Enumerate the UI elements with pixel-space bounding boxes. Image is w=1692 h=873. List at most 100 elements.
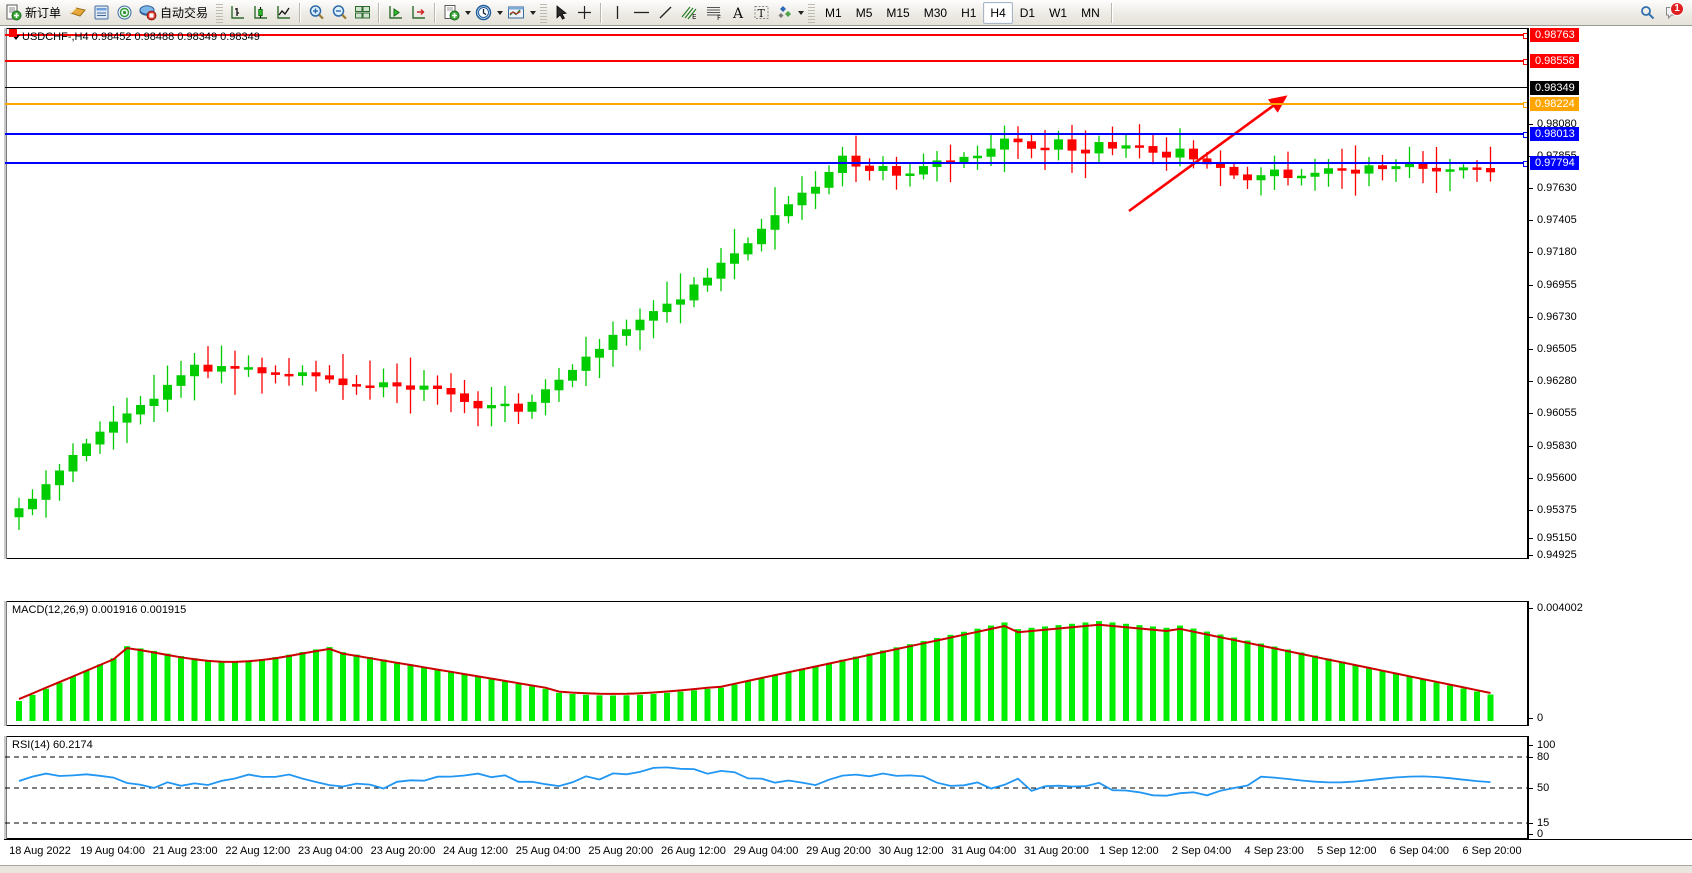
tile-windows-icon [354, 4, 371, 21]
vertical-line-icon [609, 4, 626, 21]
shapes-dropdown-arrow[interactable] [796, 3, 805, 23]
rsi-series [5, 756, 1527, 824]
market-watch-button[interactable] [113, 2, 136, 24]
fibonacci-button[interactable]: F [702, 2, 727, 24]
text-label-button[interactable]: T [750, 2, 773, 24]
templates-dropdown-arrow[interactable] [528, 3, 537, 23]
trend-arrow-annotation[interactable] [5, 29, 1527, 558]
shapes-button[interactable] [773, 2, 796, 24]
resistance-line-2[interactable] [5, 33, 1527, 39]
zoom-out-button[interactable] [328, 2, 351, 24]
crosshair-button[interactable] [573, 2, 596, 24]
data-window-button[interactable] [90, 2, 113, 24]
shapes-icon [776, 4, 793, 21]
vertical-line-button[interactable] [606, 2, 629, 24]
toolbar-right-group: 1 [1636, 1, 1690, 24]
price-tick: 0.95830 [1529, 440, 1577, 452]
line-handle[interactable] [1523, 33, 1527, 39]
support-line-1[interactable] [5, 132, 1527, 138]
horizontal-line-icon [632, 4, 651, 21]
svg-text:T: T [758, 7, 766, 20]
line-handle[interactable] [1523, 132, 1527, 138]
toolbar-grip-3[interactable] [808, 2, 816, 23]
text-icon: A [730, 4, 747, 21]
cursor-icon [553, 4, 570, 21]
new-chart-dropdown-arrow[interactable] [463, 3, 472, 23]
timeframe-m1[interactable]: M1 [825, 5, 842, 20]
clock-icon [475, 4, 492, 21]
text-button[interactable]: A [727, 2, 750, 24]
macd-indicator-panel[interactable]: MACD(12,26,9) 0.001916 0.001915 [4, 601, 1528, 726]
price-axis[interactable]: 0.980800.978550.976300.974050.971800.969… [1528, 28, 1692, 561]
support-line-2[interactable] [5, 161, 1527, 167]
zoom-in-button[interactable] [305, 2, 328, 24]
rsi-panel-inner [5, 737, 1527, 838]
price-tick: 0.97180 [1529, 246, 1577, 258]
candlestick-chart-icon [252, 4, 269, 21]
timeframe-w1[interactable]: W1 [1049, 5, 1068, 20]
notification-badge: 1 [1670, 1, 1684, 16]
new-chart-button[interactable] [440, 2, 463, 24]
current-price-line [5, 87, 1527, 88]
price-tag-pivot: 0.98224 [1530, 97, 1579, 111]
chart-shift-button[interactable] [384, 2, 407, 24]
toolbar-grip-2[interactable] [540, 2, 548, 23]
line-handle[interactable] [1523, 102, 1527, 108]
trendline-icon [657, 4, 674, 21]
auto-trading-button[interactable]: 自动交易 [136, 2, 213, 24]
period-dropdown-arrow[interactable] [495, 3, 504, 23]
macd-panel-inner [5, 602, 1527, 725]
timeframe-m30[interactable]: M30 [923, 5, 948, 20]
timeframe-d1[interactable]: D1 [1019, 5, 1036, 20]
macd-axis: 0.004002 0 [1528, 601, 1692, 726]
zoom-in-icon [308, 4, 325, 21]
price-tick: 0.94925 [1529, 549, 1577, 561]
rsi-indicator-panel[interactable]: RSI(14) 60.2174 [4, 736, 1528, 839]
horizontal-line-button[interactable] [629, 2, 654, 24]
price-tick: 0.96505 [1529, 343, 1577, 355]
chart-menu-caret-icon[interactable] [12, 35, 20, 40]
tile-windows-button[interactable] [351, 2, 374, 24]
bar-chart-button[interactable] [226, 2, 249, 24]
timeframe-mn[interactable]: MN [1081, 5, 1100, 20]
trendline-button[interactable] [654, 2, 677, 24]
data-window-icon [93, 4, 110, 21]
line-chart-button[interactable] [272, 2, 295, 24]
price-tick: 0.96280 [1529, 375, 1577, 387]
candlestick-chart-button[interactable] [249, 2, 272, 24]
cursor-button[interactable] [550, 2, 573, 24]
auto-scroll-button[interactable] [407, 2, 430, 24]
timeframe-m5[interactable]: M5 [855, 5, 873, 20]
resistance-line-1[interactable] [5, 59, 1527, 65]
main-toolbar: 新订单 [0, 0, 1692, 26]
notifications-button[interactable]: 1 [1661, 1, 1684, 24]
svg-text:F: F [717, 14, 721, 21]
line-handle[interactable] [1523, 59, 1527, 65]
expert-advisor-button[interactable] [66, 2, 90, 24]
timeframe-h1[interactable]: H1 [961, 5, 977, 20]
price-chart-panel[interactable]: USDCHF-,H4 0.98452 0.98488 0.98349 0.983… [4, 28, 1528, 559]
macd-series [16, 621, 1494, 721]
line-handle[interactable] [1523, 161, 1527, 167]
templates-button[interactable] [504, 2, 528, 24]
chart-object-handle[interactable] [9, 29, 17, 37]
price-tag-resistance-2: 0.98763 [1530, 28, 1579, 42]
price-tick: 0.95600 [1529, 472, 1577, 484]
price-tick: 0.96955 [1529, 279, 1577, 291]
search-icon [1639, 4, 1656, 21]
new-order-button[interactable]: 新订单 [2, 2, 66, 24]
timeframe-h4[interactable]: H4 [983, 1, 1013, 24]
period-button[interactable] [472, 2, 495, 24]
pivot-line[interactable] [5, 102, 1527, 108]
search-button[interactable] [1636, 2, 1659, 24]
equidistant-channel-icon: E [680, 4, 699, 21]
rsi-tick-100: 100 [1529, 739, 1555, 751]
rsi-axis: 100 80 50 15 0 [1528, 736, 1692, 840]
toolbar-grip-1[interactable] [216, 2, 224, 23]
rsi-tick-50: 50 [1529, 782, 1549, 794]
timeframe-m15[interactable]: M15 [886, 5, 910, 20]
equidistant-channel-button[interactable]: E [677, 2, 702, 24]
bar-chart-icon [229, 4, 246, 21]
status-bar [0, 865, 1692, 873]
price-tick: 0.97405 [1529, 214, 1577, 226]
